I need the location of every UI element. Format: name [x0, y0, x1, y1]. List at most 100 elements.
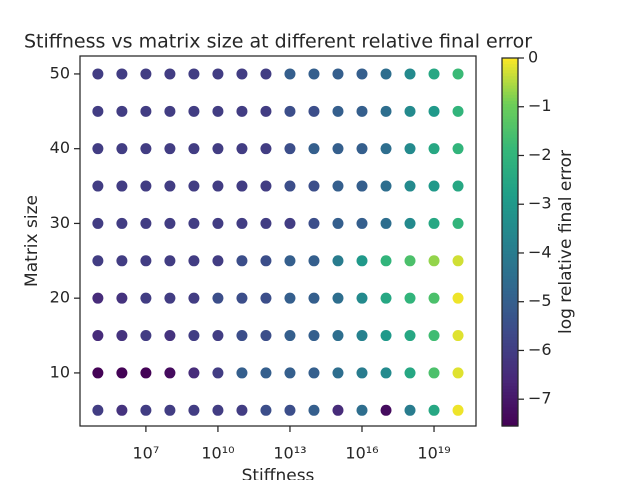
point [380, 404, 392, 416]
point [356, 68, 368, 80]
point [212, 217, 224, 229]
point [356, 404, 368, 416]
colorbar-segment [502, 288, 518, 292]
colorbar-segment [502, 214, 518, 219]
point [404, 330, 416, 342]
point [356, 105, 368, 117]
point [332, 255, 344, 267]
point [116, 292, 128, 304]
point [428, 255, 440, 267]
point [380, 68, 392, 80]
colorbar-segment [502, 291, 518, 295]
point [92, 105, 104, 117]
point [404, 180, 416, 192]
colorbar-segment [502, 159, 518, 163]
colorbar-segment [502, 401, 518, 406]
colorbar-segment [502, 312, 518, 317]
y-tick-label: 10 [50, 362, 70, 381]
point [308, 404, 320, 416]
point [236, 404, 248, 416]
point [92, 404, 104, 416]
point [308, 367, 320, 379]
colorbar-segment [502, 416, 518, 421]
point [452, 105, 464, 117]
colorbar-segment [502, 202, 518, 206]
colorbar-segment [502, 422, 518, 427]
point [260, 105, 272, 117]
point [92, 143, 104, 155]
colorbar-label: log relative final error [556, 150, 576, 334]
colorbar-segment [502, 343, 518, 347]
point [164, 68, 176, 80]
colorbar-segment [502, 410, 518, 415]
colorbar-segment [502, 217, 518, 222]
colorbar-segment [502, 97, 518, 102]
point [284, 404, 296, 416]
point [116, 68, 128, 80]
point [380, 217, 392, 229]
point [188, 143, 200, 155]
colorbar-segment [502, 196, 518, 200]
point [236, 255, 248, 267]
point [164, 143, 176, 155]
colorbar-segment [502, 370, 518, 375]
point [356, 255, 368, 267]
colorbar-tick-label: −3 [528, 194, 552, 213]
colorbar-segment [502, 318, 518, 323]
colorbar-segment [502, 321, 518, 326]
point [212, 105, 224, 117]
colorbar-segment [502, 131, 518, 136]
colorbar-segment [502, 373, 518, 378]
colorbar-segment [502, 386, 518, 390]
colorbar-segment [502, 223, 518, 228]
colorbar-segment [502, 334, 518, 338]
point [164, 255, 176, 267]
point [212, 404, 224, 416]
point [428, 217, 440, 229]
colorbar-segment [502, 300, 518, 304]
point [212, 330, 224, 342]
point [404, 367, 416, 379]
colorbar-segment [502, 346, 518, 350]
point [308, 330, 320, 342]
point [140, 292, 152, 304]
point [452, 217, 464, 229]
point [92, 68, 104, 80]
colorbar-tick-label: −1 [528, 96, 552, 115]
colorbar-segment [502, 254, 518, 258]
colorbar-segment [502, 104, 518, 108]
colorbar-segment [502, 177, 518, 182]
point [188, 68, 200, 80]
colorbar-segment [502, 324, 518, 329]
point [284, 143, 296, 155]
colorbar-frame [501, 57, 519, 427]
point [452, 180, 464, 192]
colorbar-segment [502, 257, 518, 261]
point [404, 217, 416, 229]
point [140, 330, 152, 342]
colorbar-segment [502, 61, 518, 65]
colorbar-segment [502, 232, 518, 237]
colorbar-segment [502, 162, 518, 166]
x-tick-label: 10¹³ [273, 444, 306, 463]
point [332, 404, 344, 416]
colorbar-segment [502, 242, 518, 246]
point [236, 217, 248, 229]
point [404, 292, 416, 304]
point [164, 404, 176, 416]
point [260, 292, 272, 304]
colorbar-segment [502, 100, 518, 105]
point [284, 217, 296, 229]
point [308, 68, 320, 80]
colorbar-segment [502, 361, 518, 366]
point [356, 330, 368, 342]
point [308, 217, 320, 229]
point [92, 292, 104, 304]
chart-title: Stiffness vs matrix size at different re… [24, 31, 532, 53]
colorbar-segment [502, 70, 518, 74]
colorbar-segment [502, 260, 518, 265]
colorbar-segment [502, 395, 518, 399]
colorbar-segment [502, 380, 518, 384]
point [212, 68, 224, 80]
